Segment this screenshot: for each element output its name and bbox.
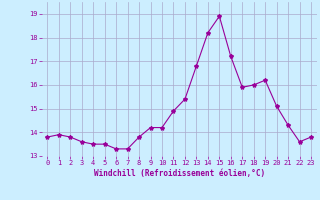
X-axis label: Windchill (Refroidissement éolien,°C): Windchill (Refroidissement éolien,°C) <box>94 169 265 178</box>
